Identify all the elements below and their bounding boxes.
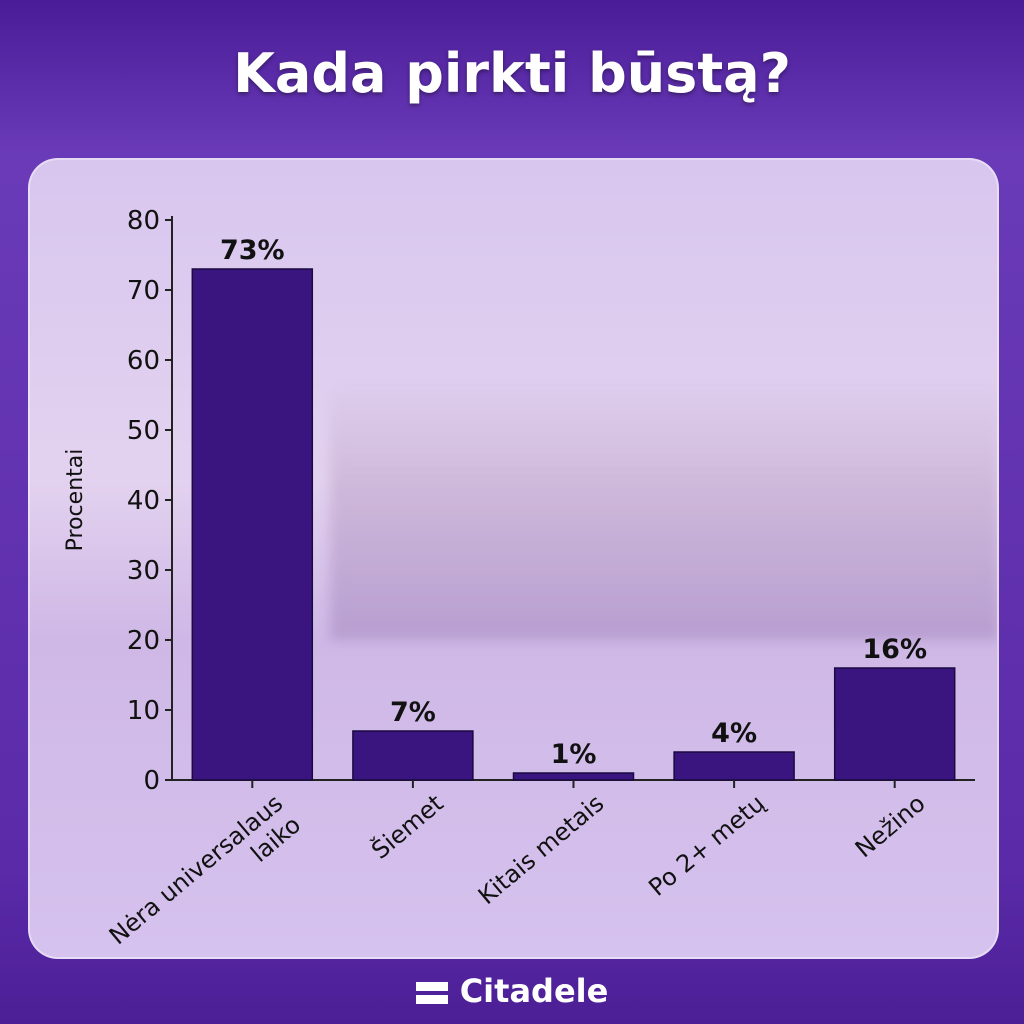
y-tick-label: 60 <box>127 346 160 376</box>
y-tick-label: 70 <box>127 276 160 306</box>
y-tick-label: 30 <box>127 556 160 586</box>
y-tick-label: 40 <box>127 486 160 516</box>
data-label: 4% <box>711 718 757 749</box>
page-title: Kada pirkti būstą? <box>233 42 791 105</box>
y-axis-label: Procentai <box>63 449 88 552</box>
data-label: 7% <box>390 697 436 728</box>
bar <box>512 772 635 781</box>
citadele-logo-icon <box>415 982 448 1004</box>
x-tick-label: Nežino <box>850 789 931 863</box>
brand-logo: Citadele <box>0 972 1024 1010</box>
bar <box>191 268 314 781</box>
data-label: 73% <box>220 235 285 266</box>
x-tick-label: Po 2+ metų <box>643 789 770 902</box>
bar <box>673 751 795 781</box>
x-tick-label: Nėra universalauslaiko <box>104 789 306 971</box>
y-tick-label: 20 <box>127 626 160 656</box>
y-tick-label: 0 <box>143 766 160 796</box>
y-tick-label: 50 <box>127 416 160 446</box>
y-tick-label: 80 <box>127 206 160 236</box>
chart-panel <box>28 158 999 959</box>
data-label: 16% <box>862 634 927 665</box>
bar <box>352 730 474 781</box>
background-houses-image <box>330 380 997 640</box>
bar <box>833 667 956 781</box>
brand-name: Citadele <box>459 972 609 1010</box>
data-label: 1% <box>551 739 597 770</box>
y-tick-label: 10 <box>127 696 160 726</box>
x-tick-label: Šiemet <box>365 788 449 865</box>
x-tick-label: Kitais metais <box>473 789 610 910</box>
